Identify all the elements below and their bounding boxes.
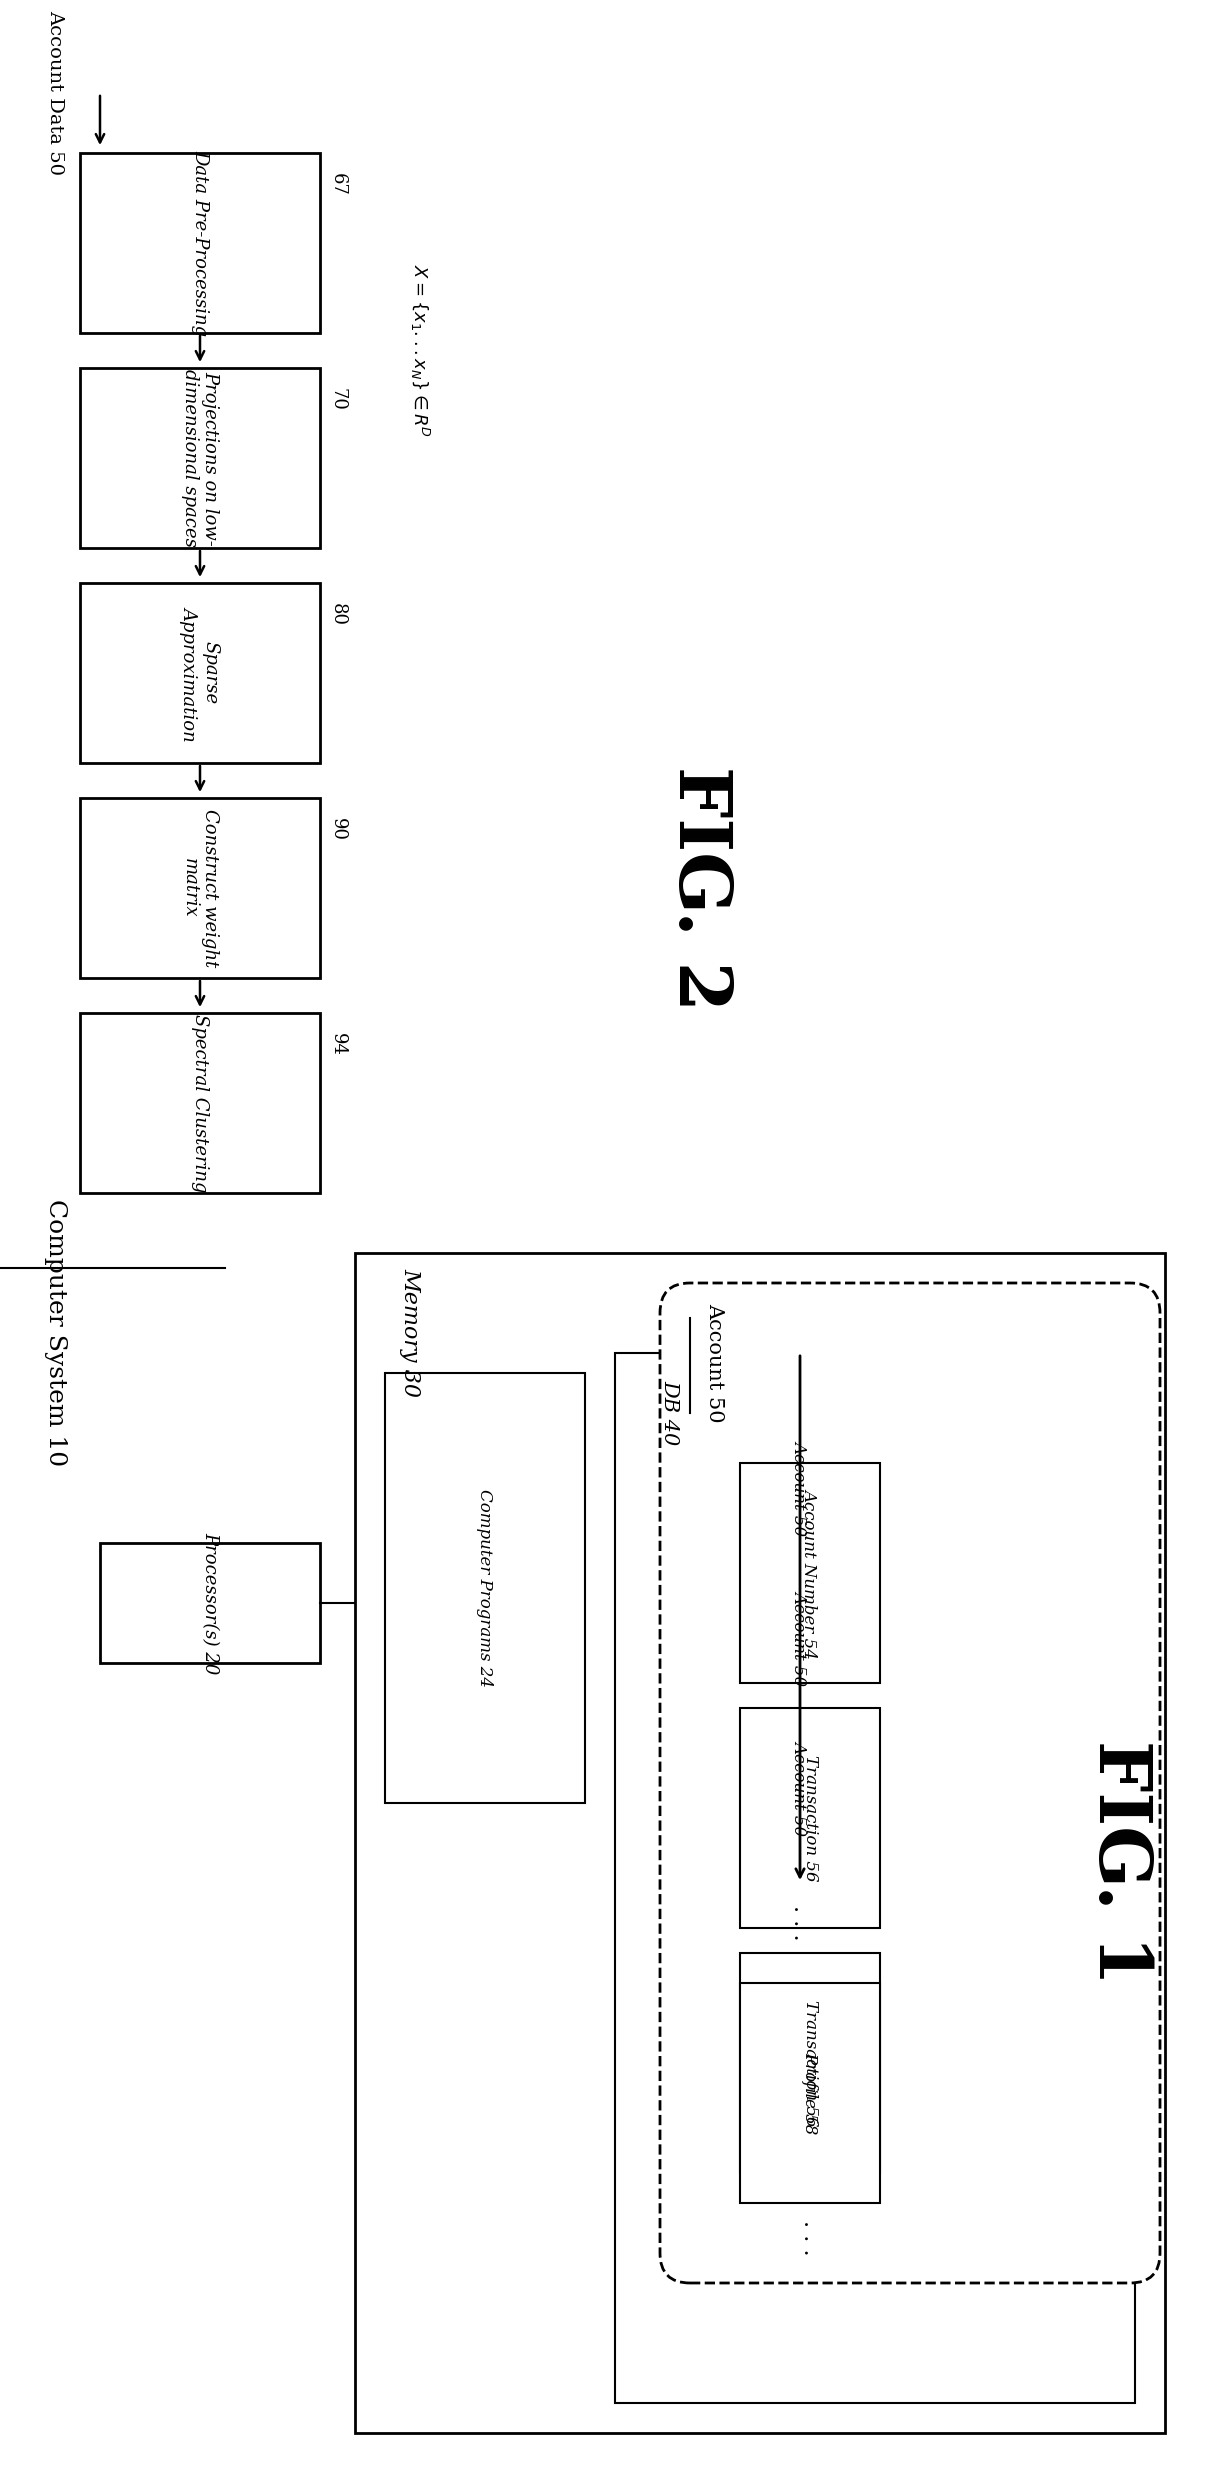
Bar (100, 1542, 320, 1664)
Text: Account Number 54: Account Number 54 (802, 1487, 819, 1659)
Text: 67: 67 (329, 174, 347, 196)
Text: Account 50: Account 50 (706, 1304, 725, 1423)
Text: Data Pre-Processing: Data Pre-Processing (191, 149, 209, 335)
Text: Account Data 50: Account Data 50 (46, 10, 64, 176)
Text: Spectral Clustering: Spectral Clustering (191, 1013, 209, 1192)
Text: 94: 94 (329, 1033, 347, 1055)
Bar (80, 797, 320, 978)
Text: FIG. 2: FIG. 2 (665, 765, 736, 1011)
Text: Account 50: Account 50 (791, 1440, 808, 1534)
Text: Processor(s) 20: Processor(s) 20 (201, 1532, 219, 1674)
Bar (740, 1984, 880, 2202)
Bar (80, 584, 320, 762)
Text: Account 50: Account 50 (791, 1741, 808, 1835)
Text: DB 40: DB 40 (661, 1381, 679, 1445)
Text: Computer System 10: Computer System 10 (43, 1199, 66, 1467)
Bar (715, 1723, 885, 1852)
Text: 90: 90 (329, 817, 347, 842)
Text: 80: 80 (329, 603, 347, 626)
Bar (615, 1353, 1135, 2404)
Text: Projections on low-
dimensional spaces: Projections on low- dimensional spaces (181, 370, 219, 546)
Text: . . .: . . . (800, 2220, 821, 2257)
Text: Account 50: Account 50 (791, 1592, 808, 1686)
Text: . . .: . . . (789, 1904, 810, 1942)
Bar (715, 1423, 885, 1552)
Bar (385, 1373, 585, 1803)
Text: Memory 30: Memory 30 (399, 1269, 421, 1398)
Text: Sparse
Approximation: Sparse Approximation (181, 606, 219, 740)
Bar (355, 1254, 1165, 2433)
Text: Construct weight
matrix: Construct weight matrix (181, 809, 219, 966)
Bar (80, 367, 320, 549)
Text: $X = \{x_1 ... x_N\} \in R^D$: $X = \{x_1 ... x_N\} \in R^D$ (409, 263, 432, 437)
Bar (740, 1462, 880, 1683)
Bar (80, 1013, 320, 1192)
Bar (740, 1708, 880, 1927)
Text: Transaction 56: Transaction 56 (802, 1755, 819, 1882)
Text: FIG. 1: FIG. 1 (1084, 1741, 1155, 1986)
FancyBboxPatch shape (660, 1284, 1160, 2282)
Bar (80, 154, 320, 333)
Bar (740, 1954, 880, 2173)
Text: 70: 70 (329, 387, 347, 410)
Bar (715, 1574, 885, 1703)
Text: Computer Programs 24: Computer Programs 24 (476, 1490, 493, 1686)
Text: Transaction 56: Transaction 56 (802, 1999, 819, 2125)
Text: Profile 58: Profile 58 (802, 2051, 819, 2135)
